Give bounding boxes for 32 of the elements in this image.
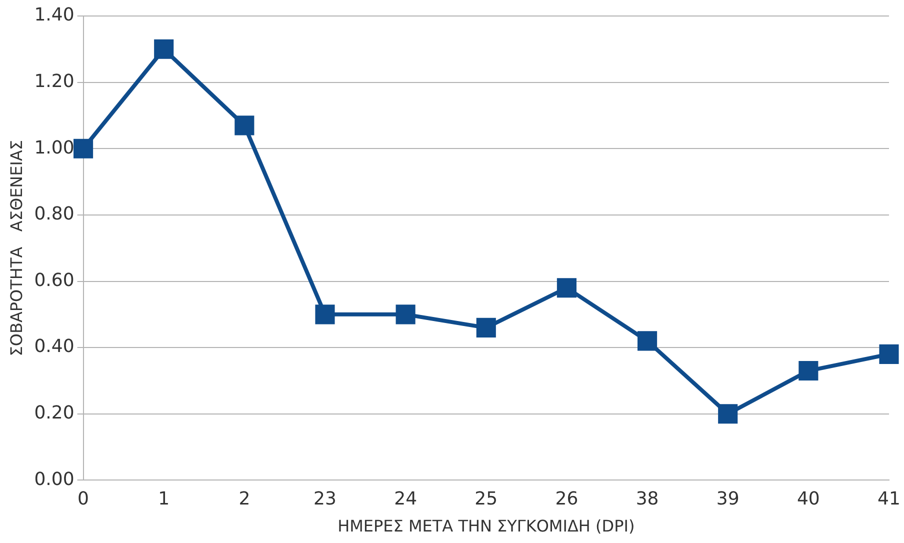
x-tick-label: 39: [716, 488, 740, 510]
y-tick-label: 0.40: [34, 336, 74, 358]
point: [234, 116, 254, 136]
x-tick-label: 24: [394, 488, 418, 510]
x-tick-label: 2: [238, 488, 250, 510]
point: [396, 304, 416, 324]
x-tick-label: 41: [878, 488, 900, 510]
y-tick-label: 1.20: [34, 70, 74, 92]
point: [154, 39, 174, 59]
point: [476, 318, 496, 338]
y-tick-label: 0.00: [34, 468, 74, 490]
point: [556, 278, 576, 298]
x-tick-label: 23: [314, 488, 336, 510]
y-tick-label: 1.00: [34, 137, 74, 158]
x-tick-label: 1: [158, 488, 170, 510]
y-tick-label: 0.60: [34, 270, 74, 291]
x-tick-label: 26: [555, 488, 578, 510]
x-axis-title: ΗΜΕΡΕΣ ΜΕΤΑ ΤΗΝ ΣΥΓΚΟΜΙΔΗ (DPI): [338, 516, 635, 536]
x-tick-label: 0: [78, 488, 90, 510]
x-tick-label: 40: [796, 488, 820, 510]
point: [638, 331, 658, 351]
point: [798, 361, 818, 381]
point: [879, 344, 899, 364]
y-tick-label: 0.20: [34, 402, 74, 424]
point: [315, 304, 335, 324]
y-tick-label: 0.80: [34, 204, 74, 225]
y-axis-title: ΣΟΒΑΡΟΤΗΤΑ ΑΣΘΕΝΕΙΑΣ: [6, 140, 26, 356]
x-tick-label: 25: [474, 488, 498, 510]
point: [74, 138, 94, 158]
y-tick-label: 1.40: [34, 4, 74, 26]
x-tick-label: 38: [636, 488, 659, 510]
point: [718, 404, 738, 424]
